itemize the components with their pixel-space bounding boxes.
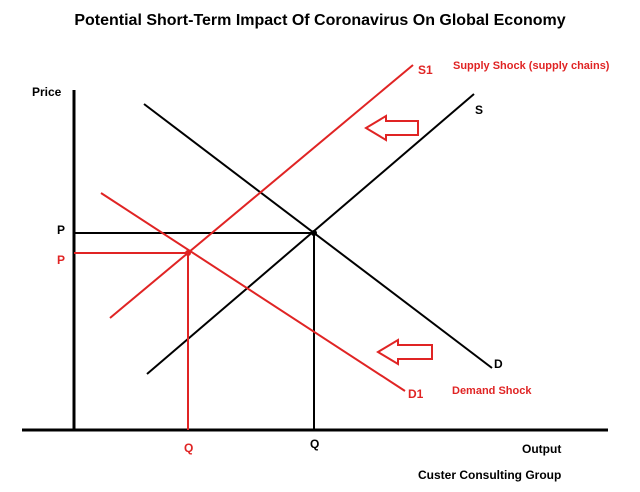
demand-shock-label: Demand Shock xyxy=(452,385,532,397)
quantity-label-new: Q xyxy=(184,441,193,455)
demand-curve-d xyxy=(143,103,493,369)
d-label: D xyxy=(494,357,503,371)
price-label-original: P xyxy=(57,223,65,237)
demand-curve-d1 xyxy=(100,192,406,392)
left-arrow-icon xyxy=(376,338,433,366)
diagram-title: Potential Short-Term Impact Of Coronavir… xyxy=(74,12,565,29)
s-label: S xyxy=(475,103,483,117)
footer-credit: Custer Consulting Group xyxy=(418,468,561,482)
s1-label: S1 xyxy=(418,63,433,77)
supply-shock-label: Supply Shock (supply chains) xyxy=(453,60,610,72)
equilibrium-point xyxy=(311,230,317,236)
left-arrow-icon xyxy=(364,114,419,142)
price-label-new: P xyxy=(57,253,65,267)
d1-label: D1 xyxy=(408,387,424,401)
quantity-label-original: Q xyxy=(310,437,319,451)
x-axis-label: Output xyxy=(522,442,561,456)
y-axis-label: Price xyxy=(32,85,62,99)
supply-curve-s1 xyxy=(109,64,414,319)
new-equilibrium-point xyxy=(185,250,191,256)
